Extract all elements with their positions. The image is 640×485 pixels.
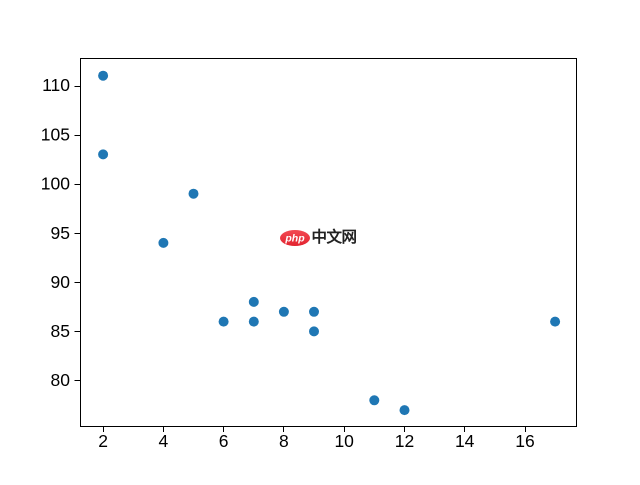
svg-text:80: 80 <box>51 370 71 390</box>
svg-text:10: 10 <box>334 431 354 451</box>
svg-text:95: 95 <box>51 223 70 243</box>
svg-text:100: 100 <box>41 174 70 194</box>
svg-text:6: 6 <box>219 431 229 451</box>
svg-text:110: 110 <box>42 75 70 95</box>
svg-text:8: 8 <box>279 431 289 451</box>
svg-text:14: 14 <box>455 431 475 451</box>
svg-text:12: 12 <box>395 431 414 451</box>
svg-text:2: 2 <box>98 431 108 451</box>
svg-text:php: php <box>284 233 305 245</box>
svg-text:4: 4 <box>159 431 169 451</box>
svg-text:85: 85 <box>51 321 70 341</box>
svg-text:16: 16 <box>515 431 534 451</box>
svg-text:90: 90 <box>51 272 71 292</box>
svg-text:105: 105 <box>41 125 70 145</box>
